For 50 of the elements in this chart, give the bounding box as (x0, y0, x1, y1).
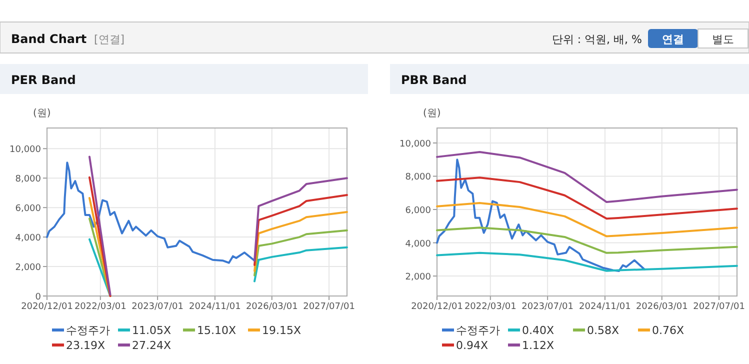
line-series (436, 158, 646, 272)
x-tick-label: 2027/07/01 (303, 302, 355, 312)
y-axis-title: (원) (33, 108, 51, 119)
y-tick-label: 6,000 (15, 204, 42, 214)
legend-label: 0.94X (456, 339, 488, 352)
chart-title: PBR Band (401, 73, 467, 87)
legend-label: 0.40X (522, 324, 554, 337)
legend-label: 0.76X (652, 324, 684, 337)
x-tick-label: 2024/11/01 (189, 302, 241, 312)
y-tick-label: 8,000 (405, 172, 432, 183)
y-tick-label: 6,000 (405, 206, 432, 216)
y-tick-label: 8,000 (15, 174, 42, 185)
legend-label: 0.58X (587, 324, 620, 337)
legend-label: 19.15X (262, 324, 302, 337)
x-tick-label: 2026/03/01 (636, 302, 688, 312)
x-tick-label: 2026/03/01 (246, 302, 298, 312)
legend-label: 수정주가 (66, 324, 110, 337)
y-tick-label: 2,000 (15, 263, 42, 274)
x-tick-label: 2023/07/01 (132, 302, 184, 312)
x-tick-label: 2022/03/01 (464, 302, 516, 312)
y-tick-label: 2,000 (405, 272, 432, 283)
text: 연결 (662, 33, 684, 46)
line-series (436, 176, 738, 220)
legend-label: 수정주가 (456, 324, 500, 337)
y-tick-label: 10,000 (400, 139, 432, 150)
x-tick-label: 2024/11/01 (579, 302, 631, 312)
x-tick-label: 2020/12/01 (21, 302, 73, 312)
y-tick-label: 10,000 (10, 145, 42, 156)
y-tick-label: 4,000 (15, 234, 42, 244)
legend-label: 27.24X (132, 339, 172, 352)
legend-label: 15.10X (197, 324, 236, 337)
text: Band Chart (11, 32, 87, 46)
text: [연결] (94, 33, 125, 46)
x-tick-label: 2023/07/01 (522, 302, 574, 312)
text: 별도 (712, 33, 734, 46)
legend-label: 11.05X (132, 324, 172, 337)
x-tick-label: 2022/03/01 (74, 302, 126, 312)
legend-label: 23.19X (66, 339, 106, 352)
line-series (436, 252, 738, 272)
x-tick-label: 2027/07/01 (693, 302, 745, 312)
chart-title: PER Band (11, 73, 76, 87)
y-tick-label: 4,000 (405, 239, 432, 250)
y-tick-label: 0 (35, 292, 42, 302)
y-axis-title: (원) (423, 108, 441, 119)
text: 단위 : 억원, 배, % (552, 33, 642, 46)
line-series (436, 226, 738, 254)
x-tick-label: 2020/12/01 (411, 302, 463, 312)
legend-label: 1.12X (522, 339, 554, 352)
line-series (436, 150, 738, 204)
line-series (436, 202, 738, 238)
